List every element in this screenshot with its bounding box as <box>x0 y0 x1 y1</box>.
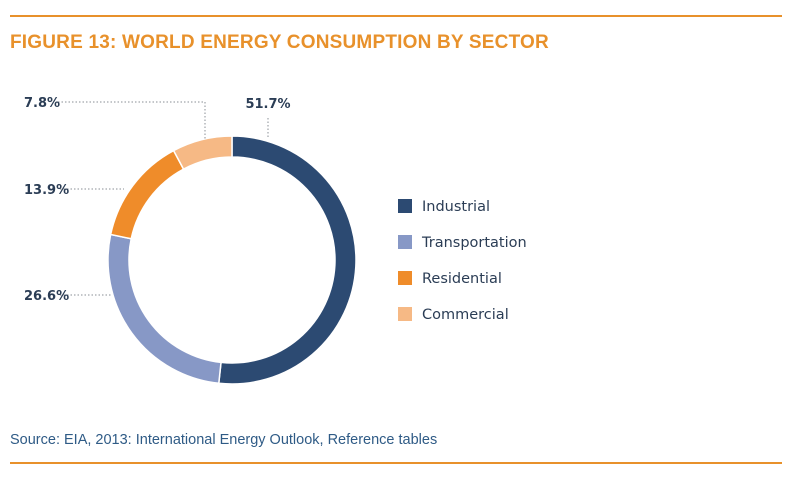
slice-residential <box>109 149 185 240</box>
pct-label-industrial: 51.7% <box>245 97 290 112</box>
leader-lines <box>58 101 269 296</box>
source-note: Source: EIA, 2013: International Energy … <box>10 432 438 448</box>
pct-label-residential: 13.9% <box>24 183 69 198</box>
slice-commercial <box>172 135 233 171</box>
donut-slices <box>107 135 357 385</box>
leader-line-commercial <box>58 101 206 139</box>
legend-label-industrial: Industrial <box>422 199 490 215</box>
bottom-rule <box>10 462 782 464</box>
pct-label-commercial: 7.8% <box>24 96 60 111</box>
legend: Industrial Transportation Residential Comme… <box>398 199 527 323</box>
slice-industrial <box>217 135 357 385</box>
slice-transportation <box>107 233 222 385</box>
legend-label-transportation: Transportation <box>421 235 527 251</box>
legend-swatch-residential <box>398 271 412 285</box>
pct-label-transportation: 26.6% <box>24 289 69 304</box>
legend-swatch-industrial <box>398 199 412 213</box>
legend-label-residential: Residential <box>422 271 502 287</box>
top-rule <box>10 15 782 17</box>
legend-swatch-transportation <box>398 235 412 249</box>
legend-swatch-commercial <box>398 307 412 321</box>
legend-label-commercial: Commercial <box>422 307 509 323</box>
percentage-labels: 51.7% 26.6% 13.9% 7.8% <box>24 96 291 304</box>
figure-title: FIGURE 13: WORLD ENERGY CONSUMPTION BY S… <box>10 32 549 53</box>
